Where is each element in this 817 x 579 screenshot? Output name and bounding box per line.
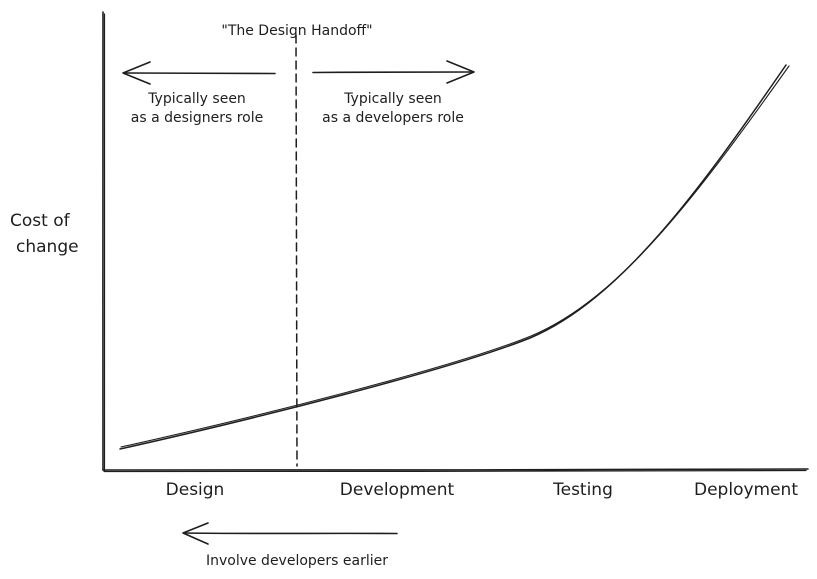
involve-developers-arrow <box>182 522 398 545</box>
right-arrow <box>312 60 475 84</box>
involve-developers-note: Involve developers earlier <box>206 553 388 569</box>
x-axis <box>102 468 809 473</box>
developers-role-note-line2: as a developers role <box>322 110 464 126</box>
y-axis-label-line2: change <box>16 237 79 257</box>
designers-role-note-line1: Typically seen <box>147 91 246 107</box>
phase-label-development: Development <box>340 480 455 500</box>
designers-role-note-line2: as a designers role <box>131 110 263 126</box>
y-axis <box>102 11 106 472</box>
left-arrow <box>122 61 276 85</box>
y-axis-label-line1: Cost of <box>10 211 71 231</box>
phase-label-design: Design <box>166 480 225 500</box>
phase-label-deployment: Deployment <box>694 480 798 500</box>
handoff-divider-line <box>295 34 298 467</box>
handoff-label: "The Design Handoff" <box>221 23 372 39</box>
cost-curve <box>119 64 790 450</box>
developers-role-note-line1: Typically seen <box>343 91 442 107</box>
phase-label-testing: Testing <box>552 480 613 500</box>
